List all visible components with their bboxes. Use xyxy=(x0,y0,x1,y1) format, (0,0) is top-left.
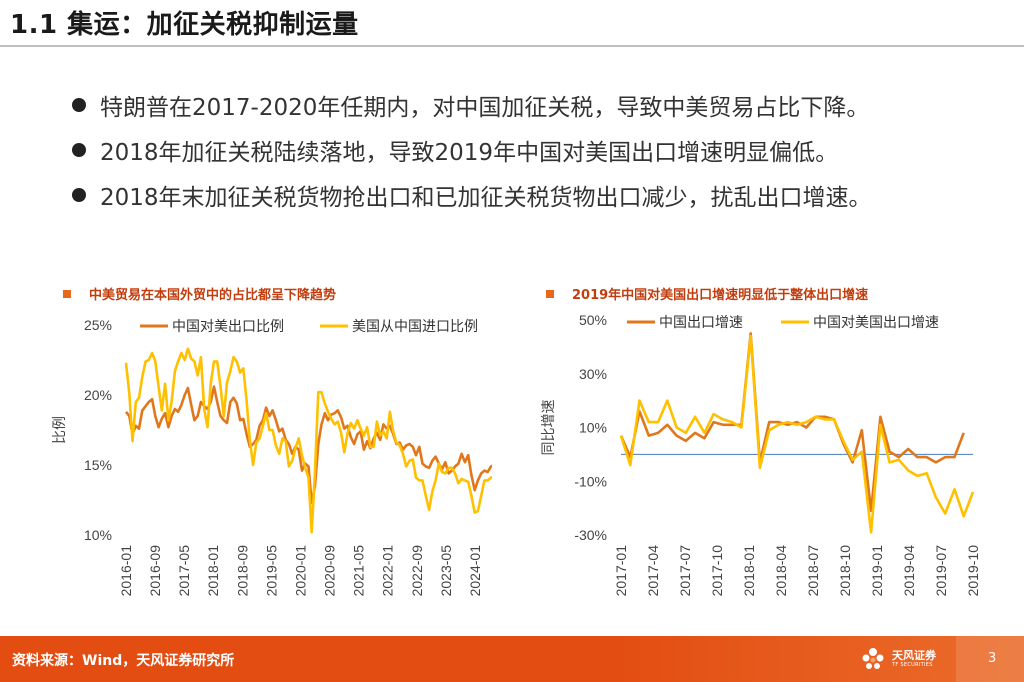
x-tick-label: 2017-10 xyxy=(709,545,725,597)
bullet-text: 特朗普在2017-2020年任期内，对中国加征关税，导致中美贸易占比下降。 xyxy=(100,94,870,121)
legend-label: 中国对美国出口增速 xyxy=(813,314,939,330)
logo-name-cn: 天风证券 xyxy=(892,649,936,662)
x-tick-label: 2018-07 xyxy=(805,545,821,597)
bullet-dot-icon xyxy=(72,187,86,202)
x-tick-label: 2022-09 xyxy=(409,545,425,597)
x-tick-label: 2017-01 xyxy=(613,545,629,597)
slide-title: 1.1 集运：加征关税抑制运量 xyxy=(10,10,359,40)
bullet-item: 2018年末加征关税货物抢出口和已加征关税货物出口减少，扰乱出口增速。 xyxy=(72,172,872,217)
x-tick-label: 2021-05 xyxy=(351,545,367,597)
square-bullet-icon xyxy=(63,289,71,298)
x-tick-label: 2017-04 xyxy=(645,545,661,597)
bullet-list: 特朗普在2017-2020年任期内，对中国加征关税，导致中美贸易占比下降。 20… xyxy=(72,82,872,217)
bullet-item: 特朗普在2017-2020年任期内，对中国加征关税，导致中美贸易占比下降。 xyxy=(72,82,872,127)
y-tick-label: 30% xyxy=(579,366,607,382)
x-tick-label: 2020-01 xyxy=(292,545,308,597)
logo-flower-icon xyxy=(862,648,884,669)
x-tick-label: 2019-04 xyxy=(901,545,917,597)
chart2-title: 2019年中国对美国出口增速明显低于整体出口增速 xyxy=(546,284,868,303)
x-tick-label: 2018-04 xyxy=(773,545,789,597)
series-line-2 xyxy=(619,334,975,534)
legend-label: 美国从中国进口比例 xyxy=(352,318,478,334)
x-tick-label: 2016-01 xyxy=(118,545,134,597)
y-tick-label: 20% xyxy=(84,387,112,403)
x-tick-label: 2023-05 xyxy=(438,545,454,597)
bullet-text: 2018年加征关税陆续落地，导致2019年中国对美国出口增速明显偏低。 xyxy=(100,139,839,166)
logo-name-en: TF SECURITIES xyxy=(892,662,933,668)
legend-label: 中国对美出口比例 xyxy=(172,318,284,334)
chart1-title: 中美贸易在本国外贸中的占比都呈下降趋势 xyxy=(63,284,336,303)
x-tick-label: 2022-01 xyxy=(380,545,396,597)
y-axis-label: 同比增速 xyxy=(540,400,556,456)
series-line-2 xyxy=(124,347,492,534)
y-tick-label: 25% xyxy=(84,317,112,333)
x-tick-label: 2018-09 xyxy=(234,545,250,597)
x-tick-label: 2017-07 xyxy=(677,545,693,597)
page-number: 3 xyxy=(988,651,997,666)
y-tick-label: -10% xyxy=(574,473,607,489)
bullet-dot-icon xyxy=(72,97,86,112)
bullet-dot-icon xyxy=(72,142,86,157)
x-tick-label: 2018-01 xyxy=(205,545,221,597)
y-tick-label: 50% xyxy=(579,312,607,328)
x-tick-label: 2016-09 xyxy=(147,545,163,597)
company-logo: 天风证券 TF SECURITIES xyxy=(860,646,936,672)
growth-chart: 50% 30% 10% -10% -30% 同比增速 2017-01 2017-04 2017-… xyxy=(540,312,981,597)
bullet-item: 2018年加征关税陆续落地，导致2019年中国对美国出口增速明显偏低。 xyxy=(72,127,872,172)
chart2-title-text: 2019年中国对美国出口增速明显低于整体出口增速 xyxy=(572,288,869,303)
y-tick-label: -30% xyxy=(574,527,607,543)
x-tick-label: 2019-10 xyxy=(965,545,981,597)
chart1-title-text: 中美贸易在本国外贸中的占比都呈下降趋势 xyxy=(89,288,337,303)
x-tick-label: 2019-07 xyxy=(933,545,949,597)
y-axis-label: 比例 xyxy=(52,416,67,444)
x-tick-label: 2019-01 xyxy=(869,545,885,597)
x-tick-label: 2018-10 xyxy=(837,545,853,597)
x-tick-label: 2020-09 xyxy=(322,545,338,597)
y-tick-label: 10% xyxy=(84,527,112,543)
share-chart: 25% 20% 15% 10% 比例 2016-01 2016-09 2017-05 2018-… xyxy=(52,317,492,597)
bullet-text: 2018年末加征关税货物抢出口和已加征关税货物出口减少，扰乱出口增速。 xyxy=(100,184,872,211)
y-tick-label: 15% xyxy=(84,457,112,473)
source-note: 资料来源：Wind，天风证券研究所 xyxy=(12,653,235,669)
x-tick-label: 2024-01 xyxy=(467,545,483,597)
x-tick-label: 2017-05 xyxy=(176,545,192,597)
x-tick-label: 2018-01 xyxy=(741,545,757,597)
footer-bar: 资料来源：Wind，天风证券研究所 天风证券 TF SECURITIES 3 xyxy=(0,636,1024,682)
x-tick-label: 2019-05 xyxy=(263,545,279,597)
square-bullet-icon xyxy=(546,289,554,298)
title-divider xyxy=(0,45,1024,47)
legend-label: 中国出口增速 xyxy=(659,314,743,330)
y-tick-label: 10% xyxy=(579,420,607,436)
